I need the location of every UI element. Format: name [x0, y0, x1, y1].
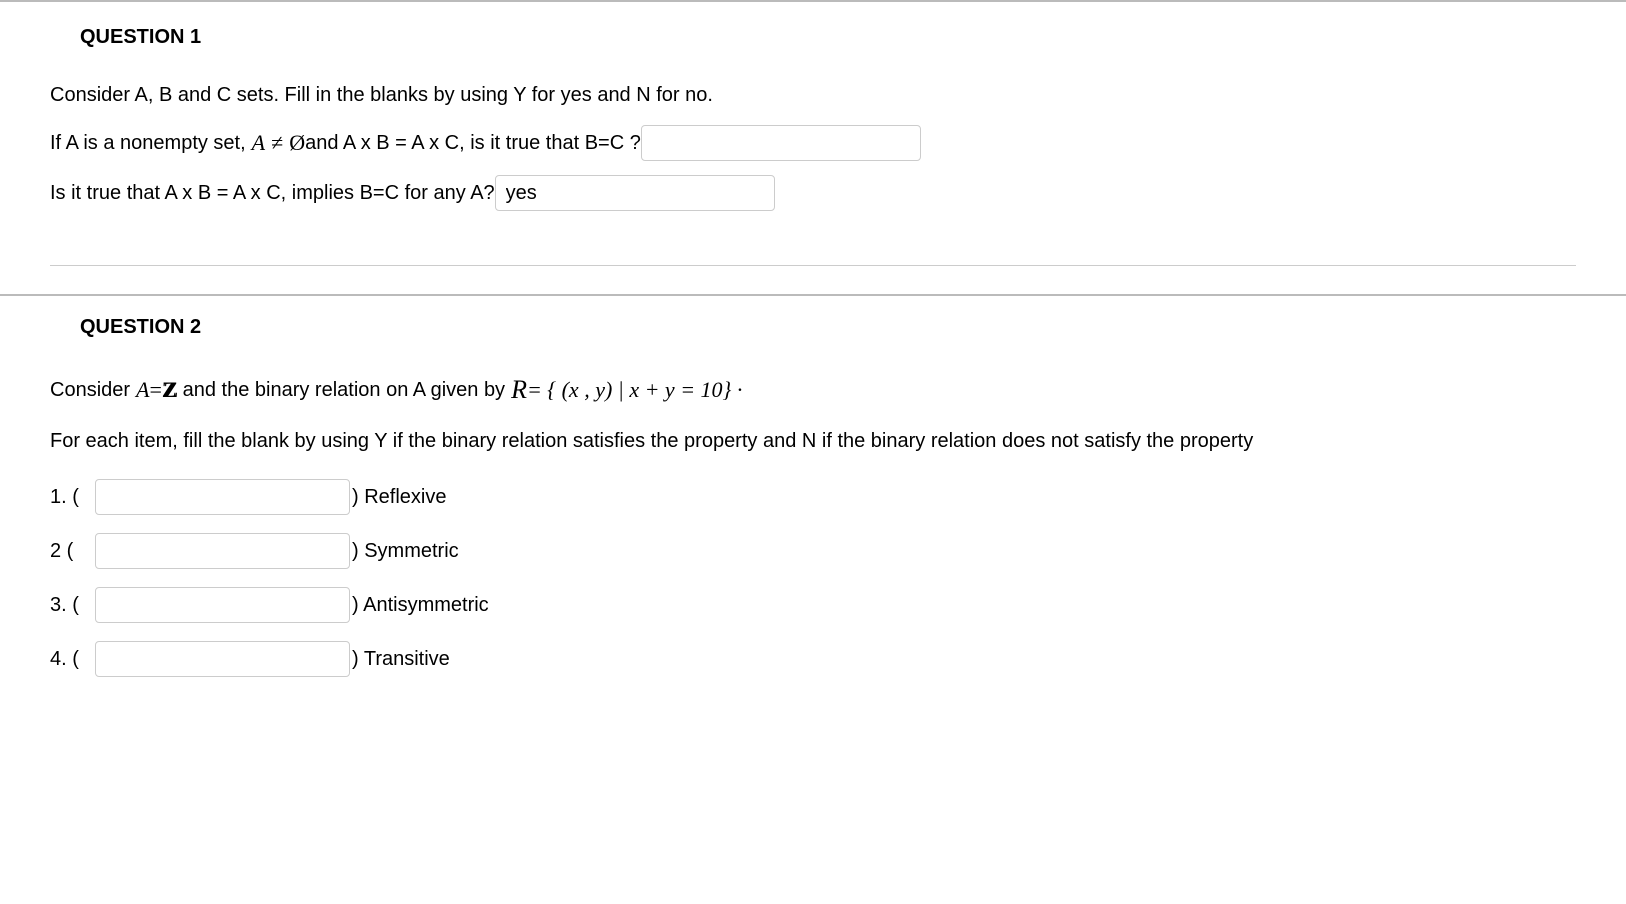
question-1-block: QUESTION 1 Consider A, B and C sets. Fil… — [0, 6, 1626, 255]
q2-item-2-label: ) Symmetric — [352, 535, 459, 567]
question-1-title: QUESTION 1 — [80, 26, 1576, 49]
q2-item-1-label: ) Reflexive — [352, 481, 446, 513]
q2-item-3-num: 3. ( — [50, 589, 95, 621]
q2-intro-mid: and the binary relation on A given by — [183, 374, 505, 406]
q2-math-a: A — [136, 372, 149, 407]
question-2-body: Consider A = Z and the binary relation o… — [50, 369, 1576, 677]
q1-line2-pre: If A is a nonempty set, — [50, 127, 246, 159]
question-1-body: Consider A, B and C sets. Fill in the bl… — [50, 79, 1576, 211]
q1-math-a: A — [252, 125, 265, 160]
q2-item-3-input[interactable] — [95, 587, 350, 623]
relation-r-icon: R — [511, 369, 527, 411]
q2-item-3: 3. ( ) Antisymmetric — [50, 587, 1576, 623]
q1-intro-line: Consider A, B and C sets. Fill in the bl… — [50, 79, 1576, 111]
q2-instruction-text: For each item, fill the blank by using Y… — [50, 425, 1253, 457]
q2-item-3-label: ) Antisymmetric — [352, 589, 489, 621]
q1-blank1-input[interactable] — [641, 125, 921, 161]
q1-neq: ≠ — [271, 125, 283, 160]
top-divider — [0, 0, 1626, 2]
q1-blank2-input[interactable] — [495, 175, 775, 211]
q2-item-2: 2 ( ) Symmetric — [50, 533, 1576, 569]
q2-item-4-label: ) Transitive — [352, 643, 450, 675]
emptyset-icon: Ø — [289, 125, 305, 160]
q2-item-1-input[interactable] — [95, 479, 350, 515]
q2-item-4-input[interactable] — [95, 641, 350, 677]
q2-relation-def: = { (x , y) | x + y = 10} · — [527, 372, 742, 407]
q2-item-1-num: 1. ( — [50, 481, 95, 513]
q1-line2-mid: and A x B = A x C, is it true that B=C ? — [305, 127, 641, 159]
q2-intro-line: Consider A = Z and the binary relation o… — [50, 369, 1576, 411]
q1-line3: Is it true that A x B = A x C, implies B… — [50, 175, 1576, 211]
q1-line2: If A is a nonempty set, A ≠ Ø and A x B … — [50, 125, 1576, 161]
q2-item-4-num: 4. ( — [50, 643, 95, 675]
q2-item-2-input[interactable] — [95, 533, 350, 569]
question-2-title: QUESTION 2 — [80, 316, 1576, 339]
integers-z-icon: Z — [162, 372, 177, 407]
q2-item-4: 4. ( ) Transitive — [50, 641, 1576, 677]
q2-intro-pre: Consider — [50, 374, 130, 406]
q1-line3-pre: Is it true that A x B = A x C, implies B… — [50, 177, 495, 209]
mid-divider-1 — [50, 265, 1576, 266]
q2-item-1: 1. ( ) Reflexive — [50, 479, 1576, 515]
question-2-block: QUESTION 2 Consider A = Z and the binary… — [0, 296, 1626, 725]
q1-intro-text: Consider A, B and C sets. Fill in the bl… — [50, 79, 713, 111]
q2-eq: = — [150, 372, 162, 407]
q2-item-2-num: 2 ( — [50, 535, 95, 567]
q2-instruction-line: For each item, fill the blank by using Y… — [50, 425, 1576, 457]
